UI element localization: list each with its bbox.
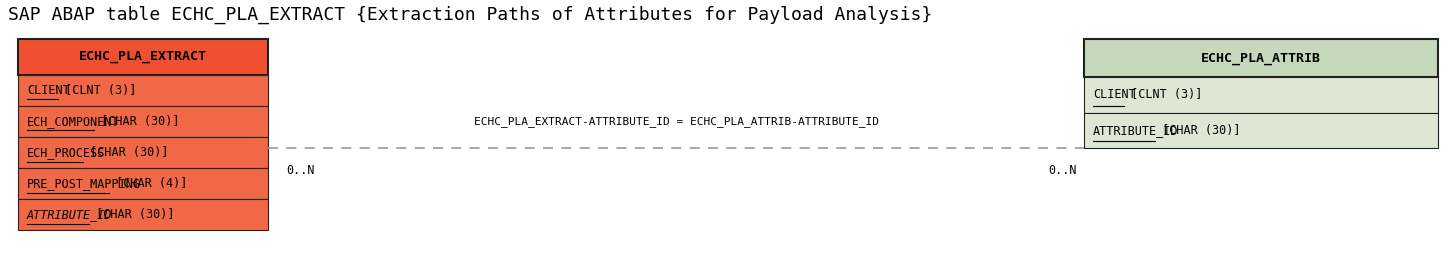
Text: [CLNT (3)]: [CLNT (3)] [58, 83, 135, 96]
Text: ATTRIBUTE_ID: ATTRIBUTE_ID [1093, 124, 1178, 137]
FancyBboxPatch shape [1085, 113, 1439, 148]
Text: SAP ABAP table ECHC_PLA_EXTRACT {Extraction Paths of Attributes for Payload Anal: SAP ABAP table ECHC_PLA_EXTRACT {Extract… [7, 6, 932, 24]
FancyBboxPatch shape [17, 39, 268, 74]
Text: ECHC_PLA_EXTRACT-ATTRIBUTE_ID = ECHC_PLA_ATTRIB-ATTRIBUTE_ID: ECHC_PLA_EXTRACT-ATTRIBUTE_ID = ECHC_PLA… [473, 116, 879, 127]
FancyBboxPatch shape [17, 168, 268, 199]
Text: [CHAR (4)]: [CHAR (4)] [109, 177, 188, 190]
Text: 0..N: 0..N [1048, 164, 1077, 177]
Text: ECHC_PLA_EXTRACT: ECHC_PLA_EXTRACT [79, 50, 207, 63]
FancyBboxPatch shape [17, 137, 268, 168]
FancyBboxPatch shape [17, 74, 268, 106]
Text: [CLNT (3)]: [CLNT (3)] [1124, 89, 1203, 101]
Text: ECHC_PLA_ATTRIB: ECHC_PLA_ATTRIB [1201, 51, 1321, 65]
FancyBboxPatch shape [17, 199, 268, 230]
Text: PRE_POST_MAPPING: PRE_POST_MAPPING [26, 177, 141, 190]
FancyBboxPatch shape [1085, 39, 1439, 77]
FancyBboxPatch shape [1085, 77, 1439, 113]
Text: 0..N: 0..N [285, 164, 314, 177]
Text: ECH_COMPONENT: ECH_COMPONENT [26, 115, 119, 128]
Text: ECH_PROCESS: ECH_PROCESS [26, 146, 105, 159]
FancyBboxPatch shape [17, 106, 268, 137]
Text: [CHAR (30)]: [CHAR (30)] [1155, 124, 1241, 137]
Text: [CHAR (30)]: [CHAR (30)] [89, 208, 175, 221]
Text: [CHAR (30)]: [CHAR (30)] [93, 115, 179, 128]
Text: CLIENT: CLIENT [1093, 89, 1136, 101]
Text: CLIENT: CLIENT [26, 83, 70, 96]
Text: [CHAR (30)]: [CHAR (30)] [83, 146, 169, 159]
Text: ATTRIBUTE_ID: ATTRIBUTE_ID [26, 208, 112, 221]
